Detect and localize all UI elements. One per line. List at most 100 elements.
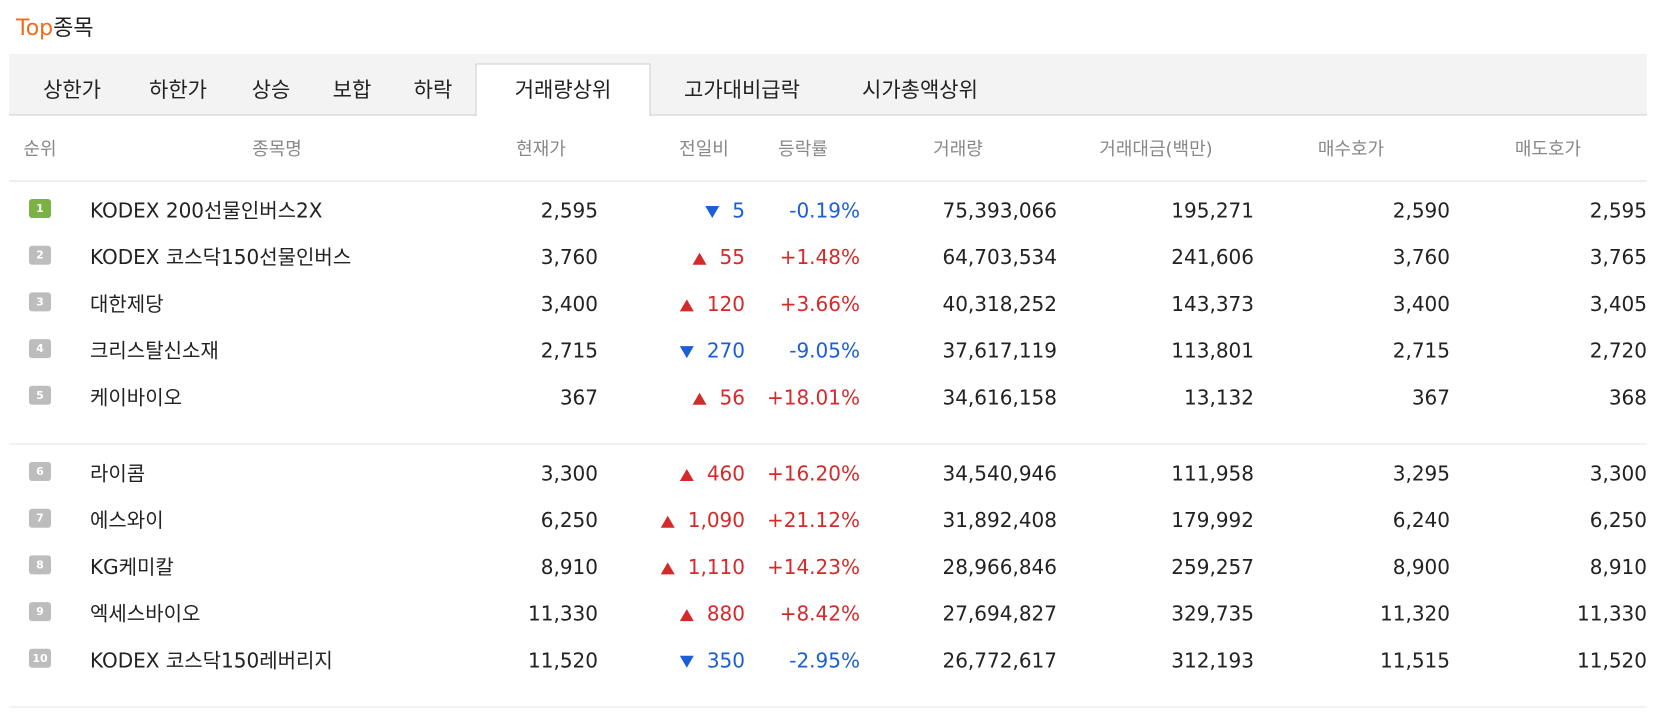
cell-volume: 28,966,846	[942, 555, 1057, 579]
rate: +18.01%	[767, 385, 860, 409]
cell-ask: 3,300	[1590, 462, 1647, 486]
cell-bid: 3,295	[1393, 462, 1450, 486]
stock-name[interactable]: 케이바이오	[90, 385, 182, 409]
rank-badge	[29, 199, 51, 218]
change-arrow	[679, 469, 694, 481]
stock-name[interactable]: 라이콤	[90, 462, 145, 486]
rank-badge	[29, 385, 51, 405]
tab[interactable]: 하한가	[149, 78, 207, 102]
cell-price: 3,300	[541, 462, 598, 486]
rank: 3	[36, 295, 44, 308]
cell-volume: 31,892,408	[942, 508, 1057, 532]
stock-name[interactable]: KODEX 코스닥150선물인버스	[90, 245, 351, 269]
rank: 2	[36, 249, 44, 262]
rank: 6	[36, 465, 44, 478]
rank-badge	[29, 602, 51, 622]
column-header: 등락률	[778, 139, 828, 160]
stock-name[interactable]: KG케미칼	[90, 555, 174, 579]
rank-badge	[29, 245, 51, 265]
change: 120	[707, 292, 745, 316]
cell-ask: 3,405	[1590, 292, 1647, 316]
cell-bid: 11,320	[1380, 602, 1450, 626]
cell-ask: 11,520	[1577, 648, 1647, 672]
cell-volume: 27,694,827	[942, 602, 1057, 626]
rate: +3.66%	[780, 292, 860, 316]
cell-price: 2,595	[541, 199, 598, 223]
cell-volume: 34,540,946	[942, 462, 1057, 486]
stock-name[interactable]: 엑세스바이오	[90, 602, 200, 626]
cell-amount: 329,735	[1171, 602, 1254, 626]
change: 56	[720, 385, 745, 409]
change: 270	[707, 339, 745, 363]
cell-ask: 2,720	[1590, 339, 1647, 363]
stock-name[interactable]: KODEX 200선물인버스2X	[90, 199, 323, 223]
cell-ask: 368	[1609, 385, 1647, 409]
column-header: 전일비	[679, 139, 729, 160]
cell-volume: 64,703,534	[942, 245, 1057, 269]
cell-ask: 2,595	[1590, 199, 1647, 223]
rank-badge	[29, 292, 51, 312]
cell-bid: 8,900	[1393, 555, 1450, 579]
cell-volume: 75,393,066	[942, 199, 1057, 223]
tab[interactable]: 상승	[252, 78, 291, 102]
active-tab	[475, 63, 651, 116]
tab[interactable]: 시가총액상위	[862, 78, 978, 102]
cell-ask: 6,250	[1590, 508, 1647, 532]
cell-bid: 2,715	[1393, 339, 1450, 363]
change: 1,090	[688, 508, 745, 532]
change-arrow	[679, 346, 694, 359]
stock-name[interactable]: 크리스탈신소재	[90, 339, 219, 363]
change-arrow	[692, 252, 707, 265]
rate: -9.05%	[789, 339, 860, 363]
change-arrow	[679, 609, 694, 622]
change: 460	[707, 462, 745, 486]
change-arrow	[692, 392, 707, 405]
tab[interactable]: 거래량상위	[515, 78, 612, 102]
cell-price: 11,330	[528, 602, 598, 626]
cell-volume: 40,318,252	[942, 292, 1057, 316]
column-header: 현재가	[516, 139, 566, 160]
stock-name[interactable]: 에스와이	[90, 508, 164, 532]
column-header: 종목명	[252, 139, 302, 160]
cell-amount: 143,373	[1171, 292, 1254, 316]
cell-volume: 34,616,158	[942, 385, 1057, 409]
tab[interactable]: 하락	[414, 78, 453, 102]
change: 5	[732, 199, 745, 223]
title-rest: 종목	[53, 16, 93, 41]
stock-name[interactable]: KODEX 코스닥150레버리지	[90, 648, 333, 672]
tab[interactable]: 보합	[333, 78, 372, 102]
cell-bid: 6,240	[1393, 508, 1450, 532]
cell-price: 3,760	[541, 245, 598, 269]
rank: 10	[32, 652, 48, 665]
tab[interactable]: 상한가	[43, 78, 101, 102]
cell-price: 11,520	[528, 648, 598, 672]
rank-badge	[29, 508, 51, 528]
cell-amount: 113,801	[1171, 339, 1254, 363]
cell-price: 6,250	[541, 508, 598, 532]
cell-amount: 179,992	[1171, 508, 1254, 532]
tab[interactable]: 고가대비급락	[684, 78, 800, 102]
change-arrow	[679, 299, 694, 312]
cell-bid: 2,590	[1393, 199, 1450, 223]
cell-ask: 3,765	[1590, 245, 1647, 269]
rate: -2.95%	[789, 648, 860, 672]
stock-name[interactable]: 대한제당	[90, 292, 164, 316]
column-header: 순위	[23, 139, 56, 160]
cell-ask: 8,910	[1590, 555, 1647, 579]
rate: +1.48%	[780, 245, 860, 269]
cell-amount: 312,193	[1171, 648, 1254, 672]
change-arrow	[705, 206, 720, 218]
rank-badge	[29, 339, 51, 359]
cell-ask: 11,330	[1577, 602, 1647, 626]
cell-price: 8,910	[541, 555, 598, 579]
title-top: Top	[15, 16, 53, 41]
cell-price: 3,400	[541, 292, 598, 316]
cell-amount: 195,271	[1171, 199, 1254, 223]
rank: 8	[36, 558, 44, 571]
cell-volume: 37,617,119	[942, 339, 1057, 363]
change-arrow	[679, 655, 694, 668]
rate: +21.12%	[767, 508, 860, 532]
cell-price: 367	[560, 385, 598, 409]
